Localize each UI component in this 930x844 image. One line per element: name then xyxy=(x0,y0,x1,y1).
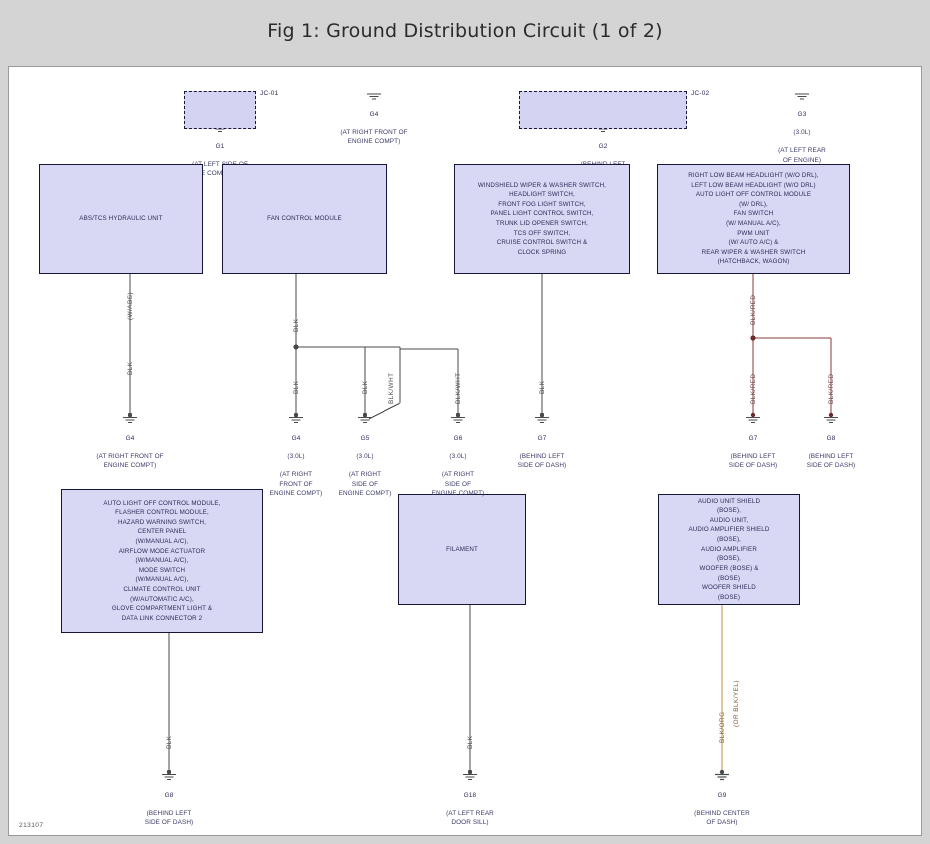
component-box-fan-control-module[interactable]: FAN CONTROL MODULE xyxy=(222,164,387,274)
ground-symbol-mid-g5 xyxy=(358,416,372,424)
component-box-filament[interactable]: FILAMENT xyxy=(398,494,526,605)
ground-location-mid-g7-red: (BEHIND LEFT SIDE OF DASH) xyxy=(728,453,778,470)
diagram-sheet: JC-01 JC-02 G1 (AT LEFT SIDE OF ENGINE C… xyxy=(8,66,922,836)
wire-g5-diagonal-join xyxy=(368,402,401,420)
ground-label-mid-g7-red: G7 (BEHIND LEFT SIDE OF DASH) xyxy=(698,425,808,480)
component-box-headlight-cluster[interactable]: RIGHT LOW BEAM HEADLIGHT (W/O DRL), LEFT… xyxy=(657,164,850,274)
ground-id-g2: G2 xyxy=(598,143,608,151)
component-label-audio-cluster: AUDIO UNIT SHIELD (BOSE), AUDIO UNIT, AU… xyxy=(688,497,770,601)
ground-location-top-g4: (AT RIGHT FRONT OF ENGINE COMPT) xyxy=(340,129,408,146)
drawing-id: 213107 xyxy=(19,822,44,829)
ground-symbol-mid-g6 xyxy=(451,416,465,424)
wire-label-bot-g18-blk: BLK xyxy=(467,735,474,749)
jc-02-label: JC-02 xyxy=(691,90,710,97)
ground-label-mid-g4: G4 (3.0L) (AT RIGHT FRONT OF ENGINE COMP… xyxy=(246,425,346,507)
ground-id-mid-g4: G4 xyxy=(291,435,301,443)
wire-label-headlight-blkred: BLK/RED xyxy=(750,294,757,325)
ground-location-bot-g9: (BEHIND CENTER OF DASH) xyxy=(694,810,750,827)
component-label-auto-light-cluster: AUTO LIGHT OFF CONTROL MODULE, FLASHER C… xyxy=(103,499,221,622)
ground-label-bot-g9: G9 (BEHIND CENTER OF DASH) xyxy=(664,782,780,837)
ground-id-mid-g7-dash: G7 xyxy=(537,435,547,443)
component-box-abs-tcs-hydraulic-unit[interactable]: ABS/TCS HYDRAULIC UNIT xyxy=(39,164,203,274)
junction-connector-jc-02[interactable] xyxy=(519,91,687,129)
ground-label-top-g3: G3 (3.0L) (AT LEFT REAR OF ENGINE) xyxy=(732,101,872,174)
wire-label-bot-g9-alt: (OR BLK/YEL) xyxy=(733,680,740,727)
ground-id-bot-g18: G18 xyxy=(463,792,477,800)
ground-id-top-g4: G4 xyxy=(369,111,379,119)
wire-label-g5-blkwht: BLK/WHT xyxy=(388,372,395,405)
component-label-filament: FILAMENT xyxy=(446,545,478,553)
junction-connector-jc-01[interactable] xyxy=(184,91,256,129)
ground-symbol-bot-g8 xyxy=(162,773,176,781)
ground-symbol-mid-g8-red xyxy=(824,416,838,424)
jc-01-label: JC-01 xyxy=(260,90,279,97)
ground-location-mid-g4-left: (AT RIGHT FRONT OF ENGINE COMPT) xyxy=(96,453,164,470)
ground-symbol-mid-g4-left xyxy=(123,416,137,424)
ground-symbol-bot-g9 xyxy=(715,773,729,781)
ground-location-mid-g4: (AT RIGHT FRONT OF ENGINE COMPT) xyxy=(269,471,323,497)
wire-label-bot-g9-blkorg: BLK/ORG xyxy=(719,711,726,744)
ground-location-mid-g5: (AT RIGHT SIDE OF ENGINE COMPT) xyxy=(338,471,392,497)
ground-label-mid-g7-dash: G7 (BEHIND LEFT SIDE OF DASH) xyxy=(487,425,597,480)
ground-label-bot-g8: G8 (BEHIND LEFT SIDE OF DASH) xyxy=(114,782,224,837)
component-label-switch-cluster: WINDSHIELD WIPER & WASHER SWITCH, HEADLI… xyxy=(477,181,607,256)
wire-label-fan-blk: BLK xyxy=(293,318,300,332)
component-box-switch-cluster[interactable]: WINDSHIELD WIPER & WASHER SWITCH, HEADLI… xyxy=(454,164,630,274)
wire-label-abs-blk: BLK xyxy=(127,361,134,375)
ground-location-bot-g18: (AT LEFT REAR DOOR SILL) xyxy=(446,810,494,827)
component-label-abs-tcs-hydraulic-unit: ABS/TCS HYDRAULIC UNIT xyxy=(79,215,163,223)
ground-id-mid-g8-red: G8 xyxy=(826,435,836,443)
title-bar: Fig 1: Ground Distribution Circuit (1 of… xyxy=(0,0,930,62)
ground-qualifier-mid-g4: (3.0L) xyxy=(287,453,305,461)
ground-location-mid-g7-dash: (BEHIND LEFT SIDE OF DASH) xyxy=(517,453,567,470)
wire-label-g7-blk: BLK xyxy=(539,380,546,394)
wire-label-g5-blk: BLK xyxy=(362,380,369,394)
ground-id-g1: G1 xyxy=(215,143,225,151)
ground-symbol-mid-g7 xyxy=(535,416,549,424)
wire-label-g4-blk: BLK xyxy=(293,380,300,394)
ground-id-bot-g8: G8 xyxy=(164,792,174,800)
wire-network-blk-red xyxy=(752,274,832,415)
ground-location-mid-g8-red: (BEHIND LEFT SIDE OF DASH) xyxy=(806,453,856,470)
wire-audio-to-g9 xyxy=(719,605,725,775)
wire-label-g8-blkred: BLK/RED xyxy=(828,373,835,404)
ground-symbol-mid-g4 xyxy=(289,416,303,424)
ground-label-mid-g4-left: G4 (AT RIGHT FRONT OF ENGINE COMPT) xyxy=(60,425,200,480)
ground-id-mid-g6: G6 xyxy=(453,435,463,443)
ground-qualifier-mid-g6: (3.0L) xyxy=(449,453,467,461)
wire-label-g7-blkred: BLK/RED xyxy=(750,373,757,404)
ground-id-mid-g4-left: G4 xyxy=(125,435,135,443)
ground-qualifier-top-g3: (3.0L) xyxy=(793,129,811,137)
ground-symbol-bot-g18 xyxy=(463,773,477,781)
ground-symbol-top-g4 xyxy=(367,93,381,100)
ground-location-top-g3: (AT LEFT REAR OF ENGINE) xyxy=(778,147,826,164)
component-label-headlight-cluster: RIGHT LOW BEAM HEADLIGHT (W/O DRL), LEFT… xyxy=(688,171,819,266)
ground-symbol-mid-g7-red xyxy=(746,416,760,424)
ground-location-bot-g8: (BEHIND LEFT SIDE OF DASH) xyxy=(144,810,194,827)
ground-label-mid-g8-red: G8 (BEHIND LEFT SIDE OF DASH) xyxy=(776,425,886,480)
ground-id-mid-g7-red: G7 xyxy=(748,435,758,443)
ground-id-bot-g9: G9 xyxy=(717,792,727,800)
component-box-audio-cluster[interactable]: AUDIO UNIT SHIELD (BOSE), AUDIO UNIT, AU… xyxy=(658,494,800,605)
page-title: Fig 1: Ground Distribution Circuit (1 of… xyxy=(267,20,663,42)
component-box-auto-light-cluster[interactable]: AUTO LIGHT OFF CONTROL MODULE, FLASHER C… xyxy=(61,489,263,633)
component-label-fan-control-module: FAN CONTROL MODULE xyxy=(267,215,342,223)
wire-label-abs-qualifier: (W/ABS) xyxy=(127,292,134,320)
ground-symbol-top-g3 xyxy=(795,93,809,100)
ground-label-bot-g18: G18 (AT LEFT REAR DOOR SILL) xyxy=(415,782,525,837)
wire-label-g6-blkwht: BLK/WHT xyxy=(455,372,462,405)
ground-location-mid-g6: (AT RIGHT SIDE OF ENGINE COMPT) xyxy=(431,471,485,497)
ground-label-top-g4: G4 (AT RIGHT FRONT OF ENGINE COMPT) xyxy=(304,101,444,156)
ground-label-mid-g5: G5 (3.0L) (AT RIGHT SIDE OF ENGINE COMPT… xyxy=(315,425,415,507)
ground-id-mid-g5: G5 xyxy=(360,435,370,443)
ground-qualifier-mid-g5: (3.0L) xyxy=(356,453,374,461)
wire-label-bot-g8-blk: BLK xyxy=(166,735,173,749)
ground-id-top-g3: G3 xyxy=(797,111,807,119)
ground-label-mid-g6: G6 (3.0L) (AT RIGHT SIDE OF ENGINE COMPT… xyxy=(408,425,508,507)
